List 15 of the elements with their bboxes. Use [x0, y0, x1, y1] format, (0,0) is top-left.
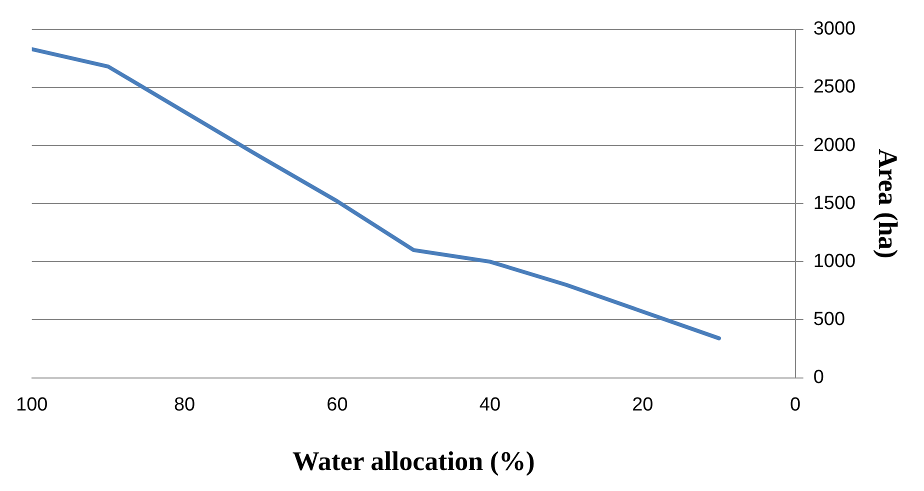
- y-tick-label: 1000: [813, 250, 856, 272]
- y-tick-label: 500: [813, 308, 846, 330]
- y-tick-label: 0: [813, 367, 824, 388]
- y-tick-label: 2000: [813, 134, 856, 156]
- x-axis-title: Water allocation (%): [292, 446, 535, 476]
- x-tick-label: 40: [479, 394, 501, 416]
- x-tick-label: 0: [790, 394, 801, 416]
- y-tick-label: 1500: [813, 192, 856, 214]
- y-tick-label: 3000: [813, 18, 856, 40]
- x-tick-label: 20: [632, 394, 654, 416]
- y-axis-title: Area (ha): [872, 148, 903, 258]
- x-tick-label: 80: [174, 394, 196, 416]
- x-tick-label: 60: [326, 394, 348, 416]
- y-tick-label: 2500: [813, 76, 856, 98]
- x-tick-label: 100: [16, 394, 48, 416]
